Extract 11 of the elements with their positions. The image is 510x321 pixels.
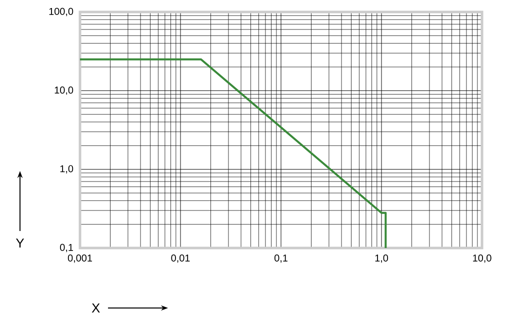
y-axis-title: Y <box>16 238 24 248</box>
y-tick-label: 100,0 <box>49 8 74 16</box>
y-tick-label: 1,0 <box>60 165 74 174</box>
x-axis-title: X <box>92 304 100 312</box>
y-tick-label: 10,0 <box>54 86 74 95</box>
x-tick-label: 0,01 <box>171 254 190 263</box>
x-tick-label: 1,0 <box>375 254 388 263</box>
x-tick-label: 10,0 <box>473 254 492 263</box>
x-tick-label: 0,001 <box>68 254 92 263</box>
y-tick-label: 0,1 <box>60 244 74 252</box>
x-tick-label: 0,1 <box>274 254 288 263</box>
